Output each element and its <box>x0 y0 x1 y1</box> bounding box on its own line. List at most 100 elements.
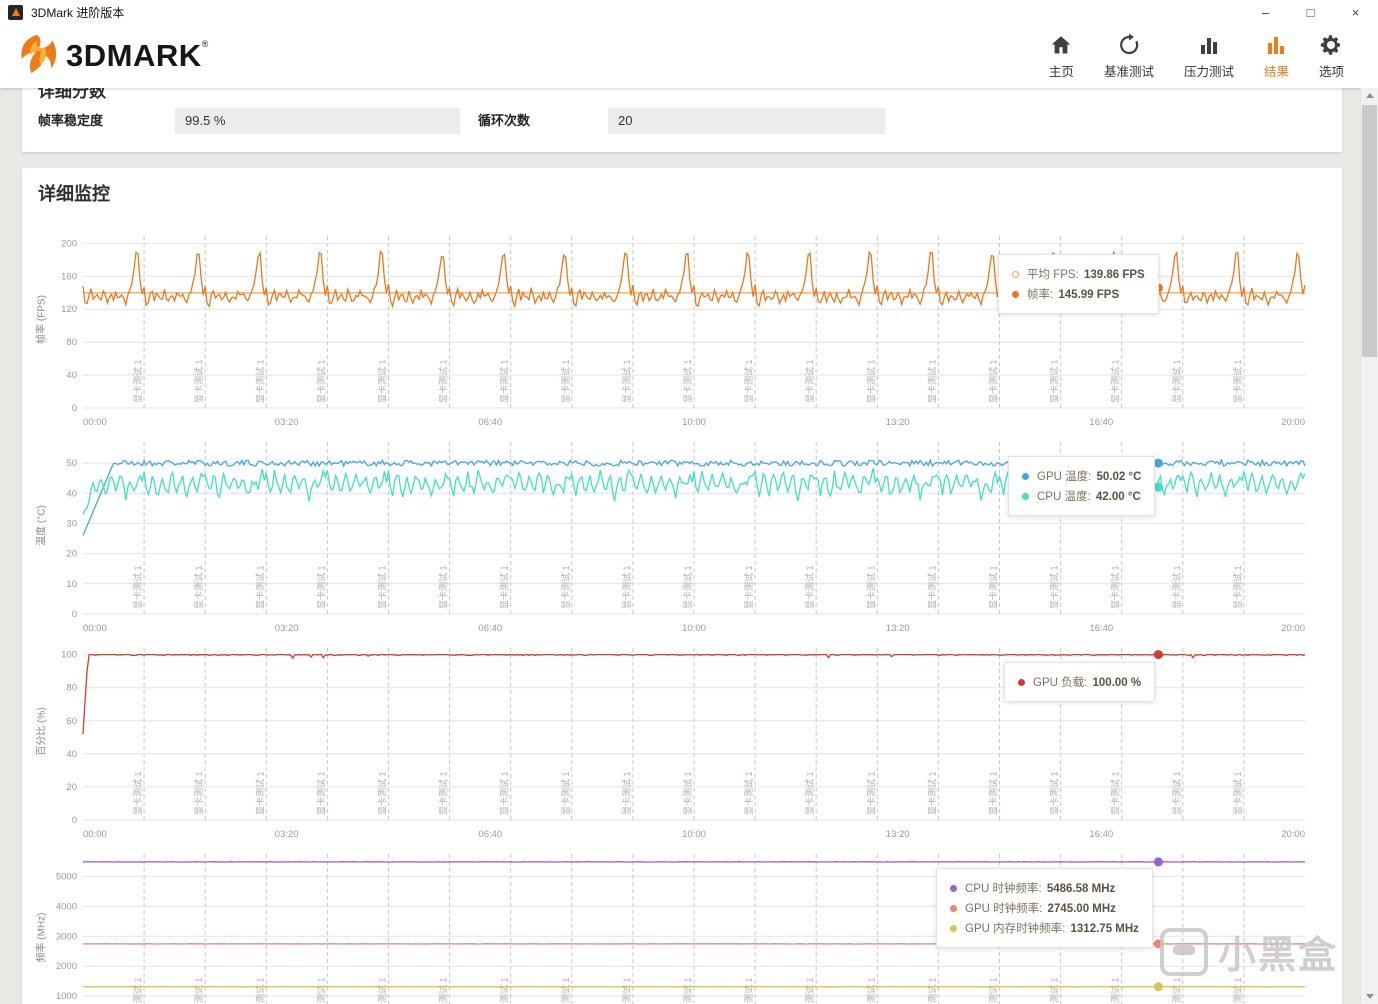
svg-text:显卡测试 1: 显卡测试 1 <box>682 977 693 1004</box>
legend-row: 帧率: 145.99 FPS <box>1012 286 1145 302</box>
nav-options-label: 选项 <box>1318 64 1344 79</box>
gpu-load-chart-legend: GPU 负载: 100.00 % <box>1004 662 1156 702</box>
svg-text:20: 20 <box>66 549 77 560</box>
svg-text:03:20: 03:20 <box>275 417 299 428</box>
svg-text:显卡测试 1: 显卡测试 1 <box>132 771 143 815</box>
legend-row: CPU 时钟频率: 5486.58 MHz <box>950 880 1139 896</box>
legend-swatch-icon <box>1012 290 1019 298</box>
svg-text:显卡测试 1: 显卡测试 1 <box>1049 771 1060 815</box>
svg-text:5000: 5000 <box>56 871 77 882</box>
legend-row: CPU 温度: 42.00 °C <box>1022 488 1141 504</box>
score-field-row: 帧率稳定度 99.5 % 循环次数 20 <box>22 108 1342 134</box>
legend-swatch-icon <box>950 924 957 932</box>
svg-text:显卡测试 1: 显卡测试 1 <box>193 359 204 403</box>
legend-swatch-icon <box>1012 270 1019 278</box>
legend-text: 平均 FPS: 139.86 FPS <box>1027 269 1145 281</box>
svg-text:100: 100 <box>61 650 77 661</box>
svg-text:16:40: 16:40 <box>1089 623 1113 634</box>
svg-text:40: 40 <box>66 749 77 760</box>
svg-text:00:00: 00:00 <box>83 417 107 428</box>
legend-row: GPU 负载: 100.00 % <box>1018 674 1141 690</box>
legend-swatch-icon <box>1022 472 1029 480</box>
legend-text: GPU 时钟频率: 2745.00 MHz <box>965 903 1116 915</box>
svg-text:20:00: 20:00 <box>1281 829 1305 840</box>
monitoring-title: 详细监控 <box>38 184 110 204</box>
svg-text:06:40: 06:40 <box>478 829 502 840</box>
legend-text: 帧率: 145.99 FPS <box>1027 289 1120 301</box>
nav-stress-test[interactable]: 压力测试 <box>1184 33 1234 80</box>
legend-text: GPU 负载: 100.00 % <box>1033 677 1142 689</box>
svg-text:4000: 4000 <box>56 901 77 912</box>
legend-row: GPU 内存时钟频率: 1312.75 MHz <box>950 920 1139 936</box>
loop-count-label: 循环次数 <box>478 113 531 128</box>
loop-count-value[interactable]: 20 <box>608 108 885 134</box>
fps-chart: 帧率 (FPS) 0 40 80 120 160 200 显卡测试 1 显卡测试 1 显卡测试 … <box>22 228 1342 438</box>
svg-text:显卡测试 1: 显卡测试 1 <box>560 771 571 815</box>
gpu-load-chart: 百分比 (%) 0 20 40 60 80 100 显卡测试 1 显卡测试 1 显卡测试 1 显卡… <box>22 640 1342 850</box>
svg-text:显卡测试 1: 显卡测试 1 <box>1049 565 1060 609</box>
detailed-monitoring-panel: 详细监控 帧率 (FPS) 0 40 80 120 160 200 显卡测试 1 显卡测试 1… <box>22 168 1342 1004</box>
svg-text:120: 120 <box>61 304 77 315</box>
svg-text:显卡测试 1: 显卡测试 1 <box>315 565 326 609</box>
svg-text:80: 80 <box>66 683 77 694</box>
nav-home[interactable]: 主页 <box>1049 33 1074 80</box>
svg-text:显卡测试 1: 显卡测试 1 <box>315 771 326 815</box>
nav-benchmark[interactable]: 基准测试 <box>1104 33 1154 80</box>
svg-text:0: 0 <box>72 815 77 826</box>
svg-text:显卡测试 1: 显卡测试 1 <box>1049 977 1060 1004</box>
svg-text:显卡测试 1: 显卡测试 1 <box>438 565 449 609</box>
svg-text:显卡测试 1: 显卡测试 1 <box>743 977 754 1004</box>
svg-text:显卡测试 1: 显卡测试 1 <box>438 359 449 403</box>
svg-text:显卡测试 1: 显卡测试 1 <box>438 977 449 1004</box>
svg-text:显卡测试 1: 显卡测试 1 <box>926 771 937 815</box>
svg-text:显卡测试 1: 显卡测试 1 <box>926 977 937 1004</box>
flame-logo-icon <box>14 33 60 80</box>
svg-text:显卡测试 1: 显卡测试 1 <box>804 771 815 815</box>
svg-text:13:20: 13:20 <box>886 829 910 840</box>
svg-text:40: 40 <box>66 370 77 381</box>
nav-results[interactable]: 结果 <box>1264 33 1289 80</box>
svg-text:显卡测试 1: 显卡测试 1 <box>254 565 265 609</box>
close-button[interactable]: × <box>1351 4 1360 20</box>
title-bar: 3DMark 进阶版本 – □ × <box>0 0 1378 24</box>
minimize-button[interactable]: – <box>1261 4 1270 20</box>
svg-text:60: 60 <box>66 716 77 727</box>
svg-text:80: 80 <box>66 337 77 348</box>
svg-text:30: 30 <box>66 519 77 530</box>
nav-results-label: 结果 <box>1263 64 1289 79</box>
svg-text:显卡测试 1: 显卡测试 1 <box>193 977 204 1004</box>
svg-text:显卡测试 1: 显卡测试 1 <box>1110 977 1121 1004</box>
svg-text:显卡测试 1: 显卡测试 1 <box>865 977 876 1004</box>
svg-text:显卡测试 1: 显卡测试 1 <box>1171 977 1182 1004</box>
svg-text:显卡测试 1: 显卡测试 1 <box>743 771 754 815</box>
clock-frequency-chart-legend: CPU 时钟频率: 5486.58 MHz GPU 时钟频率: 2745.00 M… <box>936 868 1153 948</box>
svg-text:显卡测试 1: 显卡测试 1 <box>682 565 693 609</box>
detailed-score-panel: 详细分数 帧率稳定度 99.5 % 循环次数 20 <box>22 88 1342 152</box>
svg-text:13:20: 13:20 <box>886 623 910 634</box>
nav-options[interactable]: 选项 <box>1319 33 1344 80</box>
svg-text:00:00: 00:00 <box>83 623 107 634</box>
detailed-score-title: 详细分数 <box>38 88 106 101</box>
heybox-logo-icon <box>1159 927 1208 976</box>
svg-text:显卡测试 1: 显卡测试 1 <box>1232 565 1243 609</box>
svg-text:03:20: 03:20 <box>275 829 299 840</box>
maximize-button[interactable]: □ <box>1306 4 1315 20</box>
svg-text:显卡测试 1: 显卡测试 1 <box>1110 565 1121 609</box>
scroll-up-arrow-icon[interactable] <box>1361 88 1378 103</box>
app-icon <box>8 4 23 20</box>
scrollbar-thumb[interactable] <box>1362 105 1377 357</box>
clock-frequency-chart: 频率 (MHz) 1000 2000 3000 4000 5000 显卡测试 1 显卡测试 … <box>22 846 1342 1004</box>
svg-text:20:00: 20:00 <box>1281 417 1305 428</box>
svg-text:显卡测试 1: 显卡测试 1 <box>988 565 999 609</box>
legend-swatch-icon <box>950 884 957 892</box>
svg-text:显卡测试 1: 显卡测试 1 <box>865 771 876 815</box>
legend-row: GPU 时钟频率: 2745.00 MHz <box>950 900 1139 916</box>
scroll-down-arrow-icon[interactable] <box>1361 989 1378 1004</box>
svg-text:50: 50 <box>66 458 77 469</box>
frame-stability-value[interactable]: 99.5 % <box>175 108 460 134</box>
vertical-scrollbar[interactable] <box>1360 88 1378 1004</box>
legend-text: CPU 温度: 42.00 °C <box>1037 491 1141 503</box>
svg-text:显卡测试 1: 显卡测试 1 <box>560 977 571 1004</box>
svg-text:显卡测试 1: 显卡测试 1 <box>377 359 388 403</box>
